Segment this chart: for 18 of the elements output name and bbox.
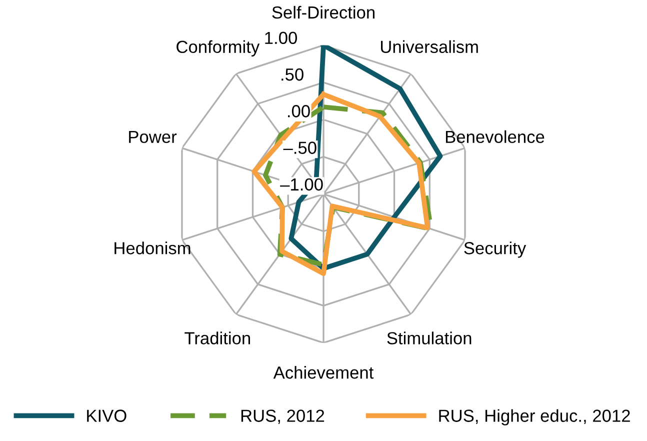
spoke-label: Universalism [381,40,478,54]
y-tick-label: –1.00 [280,178,323,191]
legend-label: KIVO [87,410,126,422]
spoke-label: Conformity [176,40,260,56]
legend-label: RUS, Higher educ., 2012 [439,409,630,426]
legend-label: RUS, 2012 [241,410,324,424]
y-tick-label: .00 [288,105,310,118]
spoke-label: Achievement [273,366,374,379]
spoke-label: Stimulation [387,332,472,344]
spoke-label: Benevolence [446,130,544,144]
spoke-label: Self-Direction [272,6,374,19]
spoke-label: Tradition [184,332,250,344]
spoke-label: Hedonism [114,242,190,254]
y-tick-label: –.50 [283,142,316,154]
y-tick-label: .50 [282,68,304,81]
spoke-label: Security [464,242,526,258]
y-tick-label: 1.00 [265,32,297,44]
spoke-label: Power [129,130,177,144]
